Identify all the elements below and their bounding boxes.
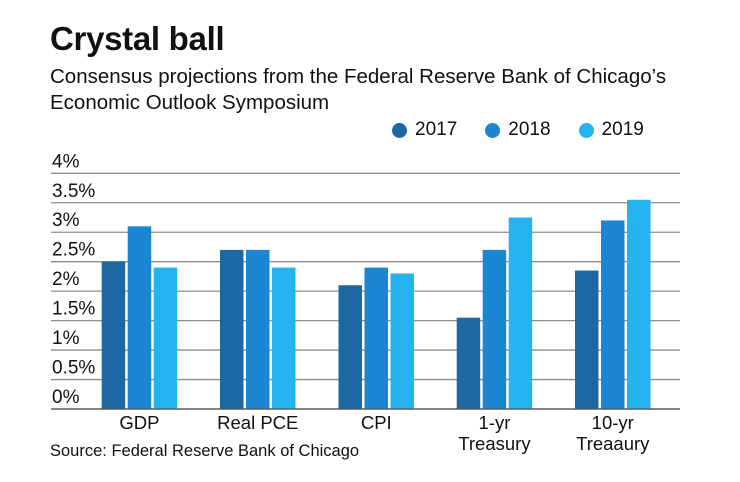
bar-2017 bbox=[101, 261, 126, 409]
bar-2018 bbox=[246, 249, 270, 409]
y-tick-label: 0% bbox=[52, 387, 80, 408]
x-tick-label: CPI bbox=[361, 412, 392, 433]
legend-label: 2018 bbox=[508, 119, 551, 140]
y-tick-label: 3% bbox=[52, 210, 80, 231]
chart-subtitle: Consensus projections from the Federal R… bbox=[50, 65, 667, 114]
x-tick-label: Treaaury bbox=[576, 433, 650, 454]
legend-swatch bbox=[485, 122, 501, 138]
y-tick-label: 3.5% bbox=[52, 181, 95, 202]
y-tick-label: 1% bbox=[52, 328, 80, 349]
bar-2019 bbox=[272, 267, 296, 409]
legend-label: 2017 bbox=[415, 119, 458, 140]
legend-swatch bbox=[578, 122, 594, 138]
bar-2018 bbox=[364, 267, 388, 409]
bar-2018 bbox=[127, 226, 152, 409]
legend-item-2018: 2018 bbox=[485, 119, 551, 141]
y-tick-label: 2.5% bbox=[52, 240, 95, 261]
bar-2017 bbox=[575, 270, 599, 409]
legend-label: 2019 bbox=[601, 119, 644, 140]
bar-2017 bbox=[456, 317, 481, 409]
bar-2019 bbox=[390, 273, 414, 409]
y-tick-label: 0.5% bbox=[52, 358, 95, 379]
bar-2017 bbox=[220, 249, 244, 409]
y-tick-label: 2% bbox=[52, 269, 80, 290]
source-note: Source: Federal Reserve Bank of Chicago bbox=[50, 442, 360, 460]
bar-2017 bbox=[338, 285, 362, 409]
bar-2019 bbox=[627, 199, 651, 409]
bar-2018 bbox=[482, 249, 507, 409]
x-tick-label: Real PCE bbox=[217, 412, 298, 433]
x-tick-label: 1-yr bbox=[479, 412, 511, 433]
legend-item-2019: 2019 bbox=[578, 119, 644, 141]
y-tick-label: 4% bbox=[52, 151, 80, 172]
x-tick-label: GDP bbox=[119, 412, 159, 433]
x-tick-label: Treasury bbox=[458, 433, 531, 454]
bar-2019 bbox=[153, 267, 178, 409]
bar-2018 bbox=[601, 220, 625, 409]
legend-swatch bbox=[392, 122, 407, 138]
legend: 2017 2018 2019 bbox=[392, 119, 672, 141]
x-tick-label: 10-yr bbox=[592, 412, 634, 433]
y-tick-label: 1.5% bbox=[52, 299, 95, 320]
chart-title: Crystal ball bbox=[50, 20, 225, 57]
bar-2019 bbox=[508, 217, 533, 409]
legend-item-2017: 2017 bbox=[392, 119, 457, 141]
